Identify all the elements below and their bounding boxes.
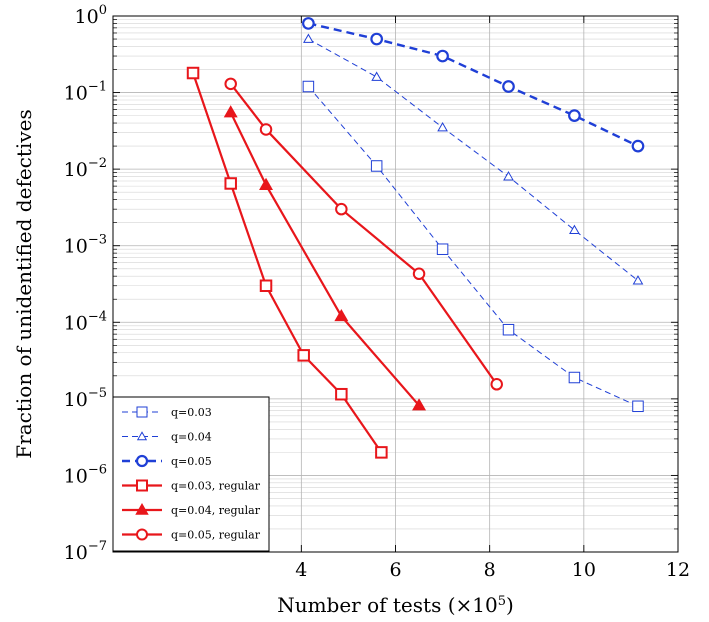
- circle-marker: [370, 32, 384, 46]
- x-tick-label: 4: [295, 559, 307, 581]
- legend-label: q=0.03: [171, 406, 212, 419]
- y-tick-label: 10−7: [64, 539, 107, 564]
- x-tick-label: 10: [572, 559, 596, 581]
- square-marker: [436, 243, 449, 255]
- series-5: [223, 105, 427, 411]
- y-tick-label: 10−5: [64, 386, 107, 411]
- square-marker: [186, 66, 200, 80]
- square-marker: [502, 323, 515, 336]
- circle-marker: [436, 49, 449, 63]
- legend-circle-marker: [135, 454, 149, 468]
- triangle-marker: [437, 121, 448, 132]
- legend-triangle-marker: [136, 431, 148, 441]
- circle-marker: [631, 139, 645, 153]
- series-line: [308, 38, 639, 282]
- y-tick-label: 10−1: [64, 80, 107, 105]
- circle-marker: [490, 378, 503, 391]
- x-tick-label: 8: [484, 559, 496, 581]
- triangle-marker: [569, 224, 580, 234]
- square-marker: [224, 177, 237, 190]
- triangle-marker: [412, 398, 427, 411]
- circle-marker: [568, 109, 581, 122]
- legend-label: q=0.04: [171, 431, 212, 444]
- series-3: [302, 17, 645, 153]
- square-marker: [375, 446, 388, 459]
- square-marker: [632, 400, 644, 413]
- series-line: [229, 111, 420, 407]
- square-marker: [370, 160, 383, 172]
- square-marker: [259, 279, 273, 293]
- y-tick-label: 100: [75, 3, 107, 28]
- triangle-marker: [371, 71, 383, 81]
- y-tick-label: 10−2: [64, 156, 107, 181]
- legend-label: q=0.03, regular: [171, 480, 261, 493]
- legend-label: q=0.04, regular: [171, 504, 261, 517]
- y-tick-label: 10−3: [64, 233, 107, 258]
- circle-marker: [412, 267, 426, 281]
- tick-labels: 100 10−1 10−2 10−3 10−4 10−5 10−6 10−7 4 6 8 10 12: [64, 3, 690, 581]
- legend: q=0.03 q=0.04 q=0.05 q=0.03, regular q=0.04,…: [112, 396, 270, 552]
- legend-item: q=0.03: [122, 406, 212, 419]
- legend-square-marker: [136, 406, 148, 418]
- circle-marker: [224, 77, 237, 91]
- series-4: [186, 66, 388, 459]
- circle-marker: [502, 80, 515, 93]
- legend-item: q=0.05: [122, 454, 212, 468]
- x-axis-title: Number of tests (×105): [277, 593, 514, 617]
- square-marker: [302, 80, 315, 93]
- series-line: [308, 86, 639, 407]
- legend-box: [112, 396, 270, 552]
- legend-label: q=0.05: [171, 455, 212, 468]
- triangle-marker: [503, 171, 514, 181]
- legend-item: q=0.05, regular: [122, 528, 261, 542]
- square-marker: [568, 371, 581, 384]
- x-tick-label: 6: [389, 559, 401, 581]
- y-axis-title: Fraction of unidentified defectives: [12, 109, 36, 458]
- legend-square-marker: [136, 479, 148, 492]
- square-marker: [297, 349, 310, 362]
- series-2: [303, 33, 644, 285]
- series-6: [224, 77, 503, 391]
- triangle-marker: [632, 275, 644, 285]
- y-tick-label: 10−4: [64, 309, 107, 334]
- series-layer: [186, 17, 645, 459]
- triangle-marker: [223, 105, 238, 118]
- x-tick-label: 12: [666, 559, 690, 581]
- circle-marker: [335, 202, 348, 216]
- y-tick-label: 10−6: [64, 462, 107, 487]
- series-line: [308, 22, 639, 148]
- square-marker: [335, 387, 348, 401]
- legend-label: q=0.05, regular: [171, 529, 261, 542]
- triangle-marker: [303, 33, 314, 43]
- legend-triangle-marker: [135, 502, 149, 515]
- series-line: [192, 72, 383, 454]
- circle-marker: [259, 123, 273, 136]
- legend-item: q=0.04, regular: [122, 502, 261, 517]
- legend-item: q=0.03, regular: [122, 479, 261, 493]
- triangle-marker: [259, 177, 273, 190]
- triangle-marker: [334, 308, 349, 322]
- legend-item: q=0.04: [122, 431, 212, 444]
- circle-marker: [302, 17, 315, 30]
- legend-circle-marker: [136, 528, 148, 541]
- series-1: [302, 80, 644, 413]
